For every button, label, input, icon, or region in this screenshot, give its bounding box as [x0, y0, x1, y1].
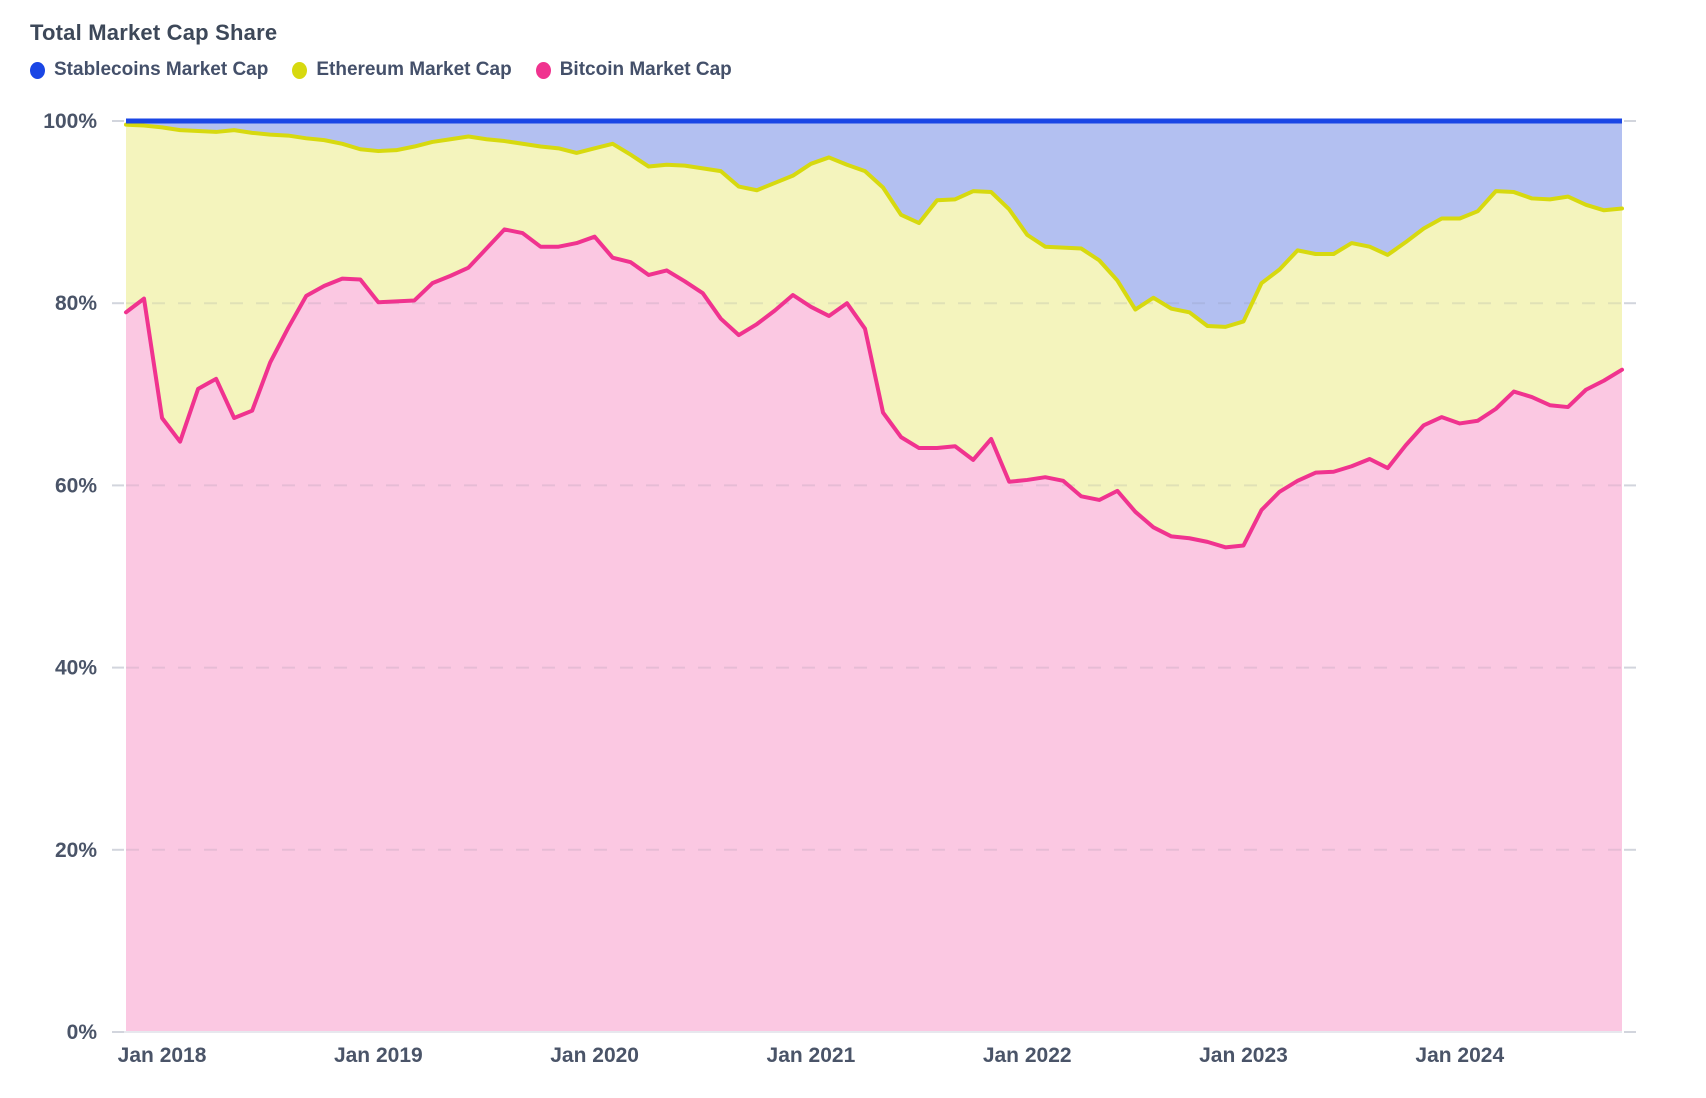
ethereum-area: [126, 124, 1622, 548]
y-axis-label: 20%: [55, 839, 97, 862]
legend-item-ethereum[interactable]: Ethereum Market Cap: [292, 59, 512, 81]
x-axis-label: Jan 2022: [983, 1044, 1072, 1067]
x-axis-label: Jan 2020: [550, 1044, 639, 1067]
y-axis-label: 0%: [67, 1021, 98, 1044]
stablecoins-area: [126, 121, 1622, 327]
legend: Stablecoins Market Cap Ethereum Market C…: [30, 59, 732, 81]
stablecoins-legend-dot-icon: [30, 61, 45, 79]
ethereum-legend-dot-icon: [292, 61, 308, 79]
x-axis-label: Jan 2019: [334, 1044, 423, 1067]
legend-item-bitcoin[interactable]: Bitcoin Market Cap: [535, 59, 732, 81]
legend-item-stablecoins[interactable]: Stablecoins Market Cap: [30, 59, 268, 81]
bitcoin-area: [126, 229, 1622, 1032]
chart-title: Total Market Cap Share: [30, 20, 278, 45]
x-axis-label: Jan 2024: [1415, 1044, 1504, 1067]
x-axis-label: Jan 2023: [1199, 1044, 1288, 1067]
bitcoin-line: [124, 227, 1624, 550]
y-axis-label: 40%: [55, 657, 97, 680]
legend-label: Ethereum Market Cap: [316, 59, 512, 80]
y-axis-label: 60%: [55, 474, 97, 497]
ethereum-line: [124, 122, 1624, 329]
x-axis-label: Jan 2018: [118, 1044, 207, 1067]
y-axis-label: 80%: [55, 292, 97, 315]
legend-label: Bitcoin Market Cap: [559, 59, 732, 80]
chart-header: Total Market Cap Share Stablecoins Marke…: [30, 20, 732, 81]
y-axis-label: 100%: [43, 110, 97, 133]
bitcoin-legend-dot-icon: [535, 61, 551, 79]
x-axis-label: Jan 2021: [767, 1044, 856, 1067]
legend-label: Stablecoins Market Cap: [54, 59, 269, 80]
